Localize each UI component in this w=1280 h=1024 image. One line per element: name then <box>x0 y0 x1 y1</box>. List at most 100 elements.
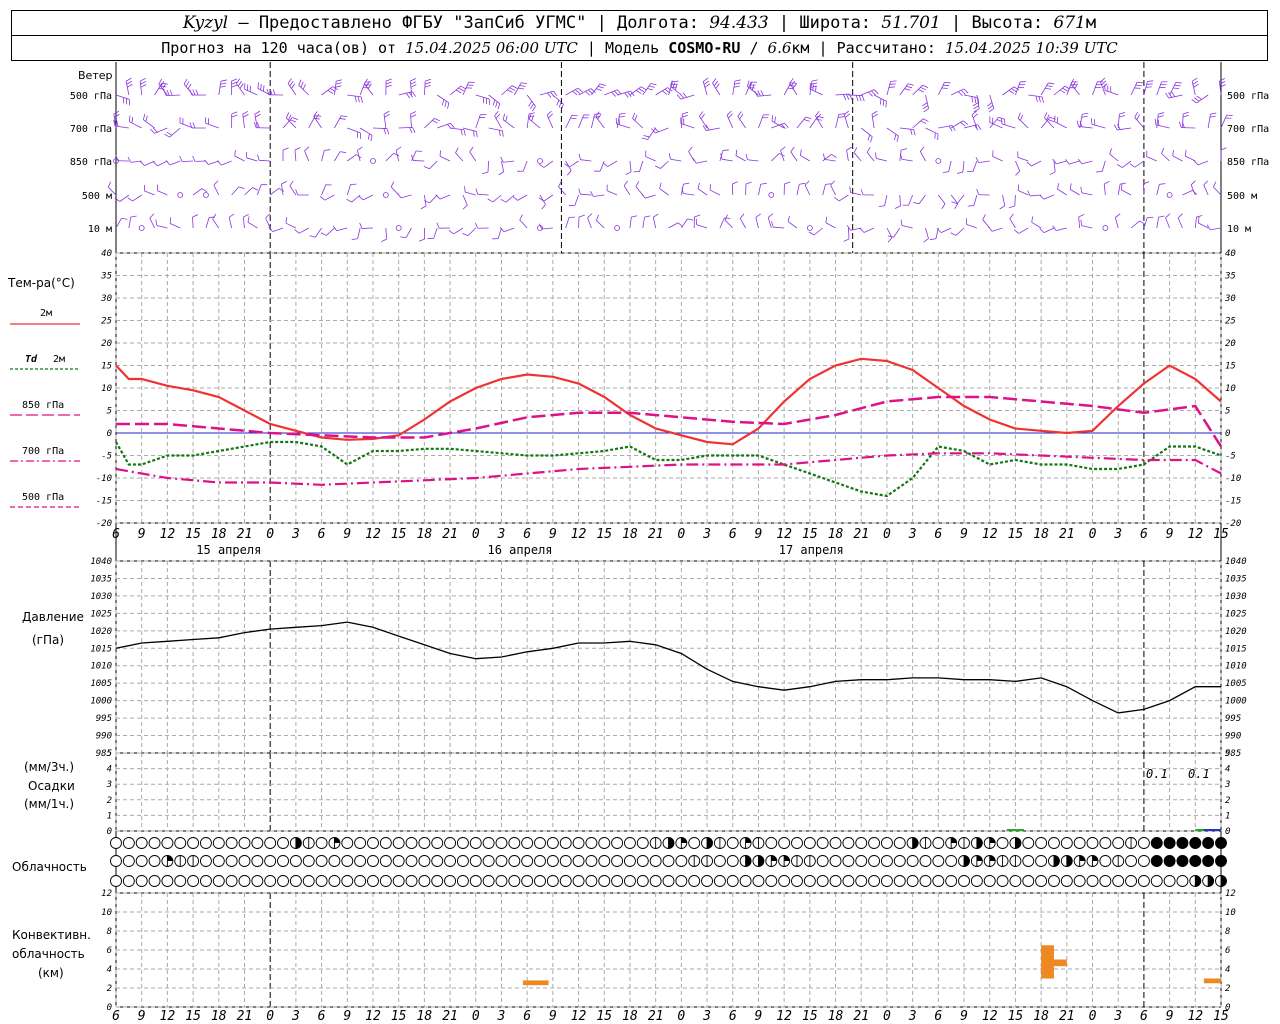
wind-barb <box>1076 120 1093 129</box>
y-tick-right: -20 <box>1225 519 1241 529</box>
cloud-cover-symbol <box>431 855 444 867</box>
wind-barb-flag <box>1158 215 1165 218</box>
wind-barb-shaft <box>876 158 888 162</box>
wind-barb-flag <box>641 193 646 199</box>
y-tick-right: 10 <box>1225 908 1236 918</box>
wind-barb-shaft <box>771 122 785 129</box>
wind-barb-shaft <box>502 119 515 129</box>
cloud-circle <box>148 855 161 867</box>
cloud-circle <box>379 837 392 849</box>
cloud-circle <box>546 875 559 887</box>
wind-barb <box>825 216 836 229</box>
wind-barb <box>1203 180 1209 196</box>
wind-barb-shaft <box>362 194 374 201</box>
cloud-circle <box>726 855 739 867</box>
wind-barb-flag <box>1082 112 1089 115</box>
wind-barb <box>464 186 476 196</box>
wind-barb <box>1194 215 1203 229</box>
cloud-circle <box>816 855 829 867</box>
wind-barb-flag <box>967 205 974 207</box>
cloud-cover-symbol <box>739 875 752 887</box>
wind-barb-shaft <box>213 184 220 196</box>
wind-barb <box>183 78 194 96</box>
wind-barb-flag <box>631 215 638 218</box>
cloud-circle <box>598 875 611 887</box>
cloud-cover-symbol <box>816 855 829 867</box>
wind-barb <box>410 111 417 129</box>
wind-barb-flag <box>410 111 417 115</box>
wind-barb-flag <box>455 89 462 94</box>
y-tick-left: 1030 <box>90 592 112 602</box>
wind-barb-flag <box>825 183 832 185</box>
wind-barb-flag <box>236 78 241 84</box>
wind-barb <box>564 160 579 168</box>
cloud-cover-symbol <box>546 837 559 849</box>
wind-barb-flag <box>846 225 851 231</box>
cloud-cover-symbol <box>803 875 816 887</box>
wind-barb-shaft <box>1002 194 1006 206</box>
wind-barb <box>242 213 249 229</box>
wind-barb <box>397 192 412 199</box>
cloud-fill <box>1053 855 1060 861</box>
wind-barb-shaft <box>616 90 631 96</box>
wind-barb-shaft <box>680 94 695 100</box>
wind-barb <box>668 222 683 229</box>
time-tick: 18 <box>417 527 433 542</box>
wind-barb-flag <box>217 160 222 166</box>
wind-barb <box>385 152 400 162</box>
wind-barb-flag <box>1116 164 1123 168</box>
cloud-circle <box>778 875 791 887</box>
wind-barb <box>385 78 392 96</box>
wind-barb-flag <box>838 113 845 115</box>
wind-barb <box>702 77 710 96</box>
wind-barb <box>871 110 878 129</box>
cloud-circle <box>135 855 148 867</box>
cloud-cover-symbol <box>624 837 636 849</box>
cloud-cover-symbol <box>778 837 791 849</box>
wind-barb-flag <box>1120 182 1127 185</box>
wind-barb-shaft <box>747 159 759 162</box>
wind-barb <box>692 157 708 164</box>
wind-barb <box>127 194 142 202</box>
cloud-circle <box>238 855 251 867</box>
wind-barb <box>500 156 515 163</box>
wind-level-left: 850 гПа <box>70 157 112 168</box>
cloud-cover-symbol <box>880 837 893 849</box>
wind-barb <box>1053 85 1071 96</box>
wind-barb <box>1039 194 1055 200</box>
y-tick-left: 1040 <box>90 557 112 567</box>
wind-barb-shaft <box>1177 217 1183 229</box>
wind-barb <box>1156 183 1166 196</box>
cloud-cover-symbol <box>1215 855 1227 867</box>
cloud-cover-symbol <box>662 837 675 849</box>
cloud-circle <box>662 855 675 867</box>
time-tick: 0 <box>266 1009 274 1024</box>
wind-barb <box>519 214 528 229</box>
wind-barb-shaft <box>919 151 926 162</box>
wind-barb <box>595 111 605 129</box>
wind-barb-shaft <box>606 190 618 196</box>
wind-barb-flag <box>956 171 963 174</box>
wind-barb-flag <box>1183 111 1190 115</box>
wind-barb-flag <box>599 83 606 86</box>
wind-barb-shaft <box>115 94 130 100</box>
wind-barb-flag <box>913 129 916 136</box>
wind-barb-flag <box>192 89 196 96</box>
cloud-circle <box>1137 837 1150 849</box>
cloud-circle <box>996 875 1009 887</box>
cloud-circle <box>1048 875 1060 887</box>
wind-barb-flag <box>578 214 585 218</box>
y-tick-left: -15 <box>96 497 112 507</box>
model-label: Модель <box>604 39 660 57</box>
wind-barb-flag <box>875 152 877 159</box>
cloud-cover-symbol <box>379 837 392 849</box>
wind-barb <box>950 227 965 236</box>
wind-barb <box>635 181 644 196</box>
wind-barb-shaft <box>281 184 284 196</box>
wind-barb <box>455 147 464 162</box>
wind-barb-shaft <box>132 194 142 202</box>
wind-barb-flag <box>790 82 797 84</box>
wind-barb-shaft <box>899 83 909 96</box>
cloud-cover-symbol <box>1163 875 1176 887</box>
wind-barb-flag <box>825 216 828 223</box>
